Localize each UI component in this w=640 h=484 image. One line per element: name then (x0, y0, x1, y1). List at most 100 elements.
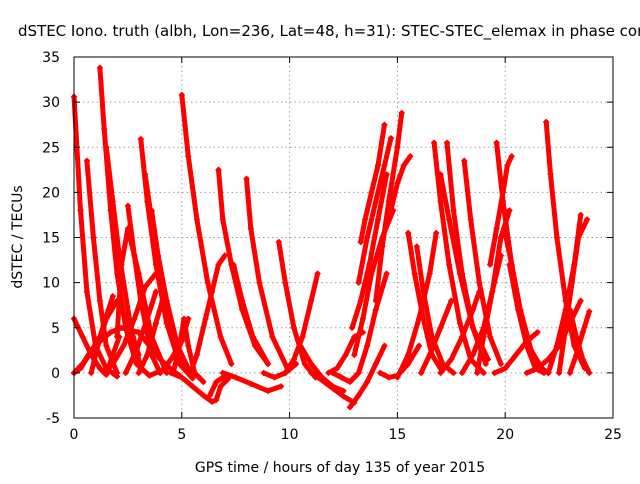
data-point (282, 279, 289, 286)
data-point (176, 342, 183, 349)
data-point (180, 315, 187, 322)
data-point (114, 369, 121, 376)
data-point (381, 342, 388, 349)
data-point (293, 360, 300, 367)
series-43 (377, 342, 422, 381)
data-point (469, 306, 476, 313)
data-point (260, 369, 267, 376)
data-point (215, 166, 222, 173)
data-point (228, 360, 235, 367)
data-point (355, 369, 362, 376)
series-63 (566, 306, 593, 376)
data-point (118, 261, 125, 268)
series-trail (207, 374, 230, 398)
data-point (79, 360, 86, 367)
data-point (314, 270, 321, 277)
x-tick-label: 25 (604, 427, 622, 443)
data-point (368, 189, 375, 196)
y-tick-label: 35 (42, 50, 60, 66)
data-point (290, 324, 297, 331)
data-point (405, 351, 412, 358)
data-point (109, 360, 116, 367)
series-12 (122, 288, 159, 376)
data-point (88, 369, 95, 376)
data-point (394, 372, 401, 379)
data-point (497, 360, 504, 367)
data-point (189, 375, 196, 382)
series-trail (187, 253, 228, 376)
data-point (543, 118, 550, 125)
data-point (200, 392, 207, 399)
data-point (144, 351, 151, 358)
data-point (437, 171, 444, 178)
data-point (443, 139, 450, 146)
data-point (359, 315, 366, 322)
series-trail (170, 316, 206, 385)
data-point (155, 252, 162, 259)
data-point (381, 121, 388, 128)
data-point (489, 288, 496, 295)
x-axis-label: GPS time / hours of day 135 of year 2015 (195, 460, 485, 476)
data-point (500, 198, 507, 205)
data-point (385, 374, 392, 381)
data-point (142, 171, 149, 178)
data-point (299, 333, 306, 340)
data-point (372, 360, 379, 367)
data-point (103, 144, 110, 151)
data-point (124, 202, 131, 209)
series-trail (216, 167, 271, 367)
series-45 (418, 297, 455, 376)
chart-title: dSTEC Iono. truth (albh, Lon=236, Lat=48… (18, 22, 640, 41)
data-point (338, 374, 345, 381)
data-point (405, 360, 412, 367)
data-point (491, 369, 498, 376)
x-tick-label: 5 (177, 427, 186, 443)
series-29 (282, 270, 321, 376)
data-point (247, 225, 254, 232)
data-point (221, 252, 228, 259)
data-point (219, 216, 226, 223)
data-point (448, 356, 455, 363)
data-markers (71, 64, 593, 411)
data-point (364, 234, 371, 241)
data-point (88, 347, 95, 354)
data-point (122, 369, 129, 376)
data-point (566, 369, 573, 376)
data-point (146, 372, 153, 379)
data-point (571, 342, 578, 349)
data-point (202, 315, 209, 322)
data-point (482, 360, 489, 367)
data-point (239, 297, 246, 304)
data-point (456, 320, 463, 327)
data-point (387, 135, 394, 142)
data-point (208, 398, 215, 405)
series-trail (101, 271, 159, 376)
data-point (493, 139, 500, 146)
data-point (94, 342, 101, 349)
data-point (480, 369, 487, 376)
data-point (256, 279, 263, 286)
data-point (368, 270, 375, 277)
data-point (135, 369, 142, 376)
series-36 (355, 135, 394, 286)
data-point (579, 329, 586, 336)
series-40 (383, 153, 414, 227)
series-57 (491, 329, 541, 376)
data-point (437, 324, 444, 331)
data-point (502, 229, 509, 236)
series-52 (474, 207, 513, 376)
data-point (577, 211, 584, 218)
data-point (534, 365, 541, 372)
data-point (247, 380, 254, 387)
series-62 (556, 216, 591, 376)
data-point (523, 338, 530, 345)
data-point (101, 126, 108, 133)
data-point (217, 333, 224, 340)
data-point (232, 374, 239, 381)
data-point (308, 369, 315, 376)
data-point (329, 369, 336, 376)
data-point (450, 369, 457, 376)
data-point (446, 216, 453, 223)
series-trail (123, 289, 159, 376)
data-point (217, 383, 224, 390)
